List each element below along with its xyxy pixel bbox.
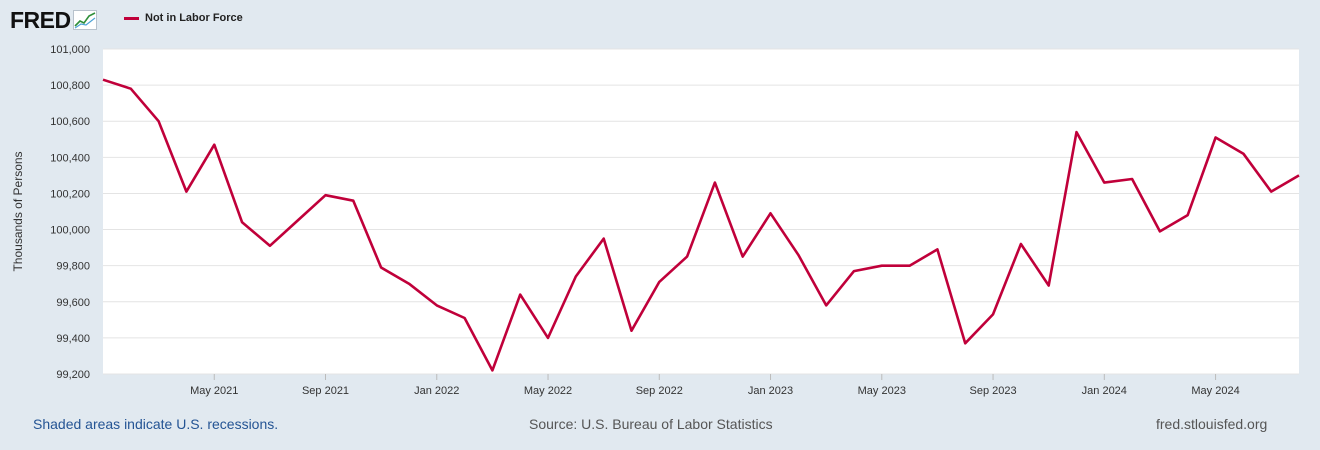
data-point[interactable]	[1129, 176, 1135, 182]
data-point[interactable]	[156, 118, 162, 124]
data-point[interactable]	[1240, 151, 1246, 157]
data-point[interactable]	[795, 252, 801, 258]
data-point[interactable]	[907, 263, 913, 269]
x-tick-label: May 2022	[524, 385, 572, 397]
y-tick-label: 100,400	[50, 152, 90, 164]
data-point[interactable]	[545, 335, 551, 341]
y-axis-ticks: 99,200 99,400 99,600 99,800 100,000 100,200 10…	[50, 44, 90, 381]
data-point[interactable]	[684, 254, 690, 260]
chart-legend: Not in Labor Force	[124, 12, 243, 24]
data-point[interactable]	[128, 86, 134, 92]
y-tick-label: 100,800	[50, 80, 90, 92]
data-point[interactable]	[1101, 180, 1107, 186]
data-point[interactable]	[1185, 212, 1191, 218]
site-link[interactable]: fred.stlouisfed.org	[1156, 416, 1268, 432]
x-tick-label: Sep 2021	[302, 385, 349, 397]
x-tick-label: Sep 2022	[636, 385, 683, 397]
series-line	[102, 78, 1300, 372]
data-point[interactable]	[1074, 129, 1080, 135]
y-axis-label: Thousands of Persons	[11, 151, 25, 271]
data-point[interactable]	[295, 218, 301, 224]
fred-logo[interactable]: FRED	[10, 8, 97, 32]
x-tick-label: Jan 2023	[748, 385, 793, 397]
data-point[interactable]	[211, 142, 217, 148]
legend-label: Not in Labor Force	[145, 12, 243, 24]
recession-note: Shaded areas indicate U.S. recessions.	[33, 416, 279, 432]
data-point[interactable]	[183, 189, 189, 195]
data-point[interactable]	[406, 281, 412, 287]
y-tick-label: 99,800	[56, 261, 90, 273]
data-point[interactable]	[462, 315, 468, 321]
x-tick-label: May 2024	[1191, 385, 1239, 397]
series-group	[100, 77, 1302, 373]
data-point[interactable]	[851, 268, 857, 274]
data-point[interactable]	[1268, 189, 1274, 195]
data-point[interactable]	[740, 254, 746, 260]
data-point[interactable]	[712, 180, 718, 186]
x-tick-label: Jan 2024	[1082, 385, 1127, 397]
data-point[interactable]	[323, 192, 329, 198]
data-point[interactable]	[517, 292, 523, 298]
fred-logo-text: FRED	[10, 7, 71, 33]
plot-area	[103, 49, 1299, 374]
legend-swatch	[124, 16, 139, 20]
y-tick-label: 101,000	[50, 44, 90, 56]
y-tick-label: 99,200	[56, 369, 90, 381]
x-tick-label: May 2021	[190, 385, 238, 397]
data-point[interactable]	[239, 219, 245, 225]
y-tick-label: 100,000	[50, 225, 90, 237]
data-point[interactable]	[350, 198, 356, 204]
data-point[interactable]	[656, 279, 662, 285]
x-tick-label: May 2023	[858, 385, 906, 397]
data-point[interactable]	[601, 236, 607, 242]
data-point[interactable]	[962, 340, 968, 346]
chart-trend-icon	[72, 10, 97, 30]
data-point[interactable]	[1018, 241, 1024, 247]
data-point[interactable]	[823, 302, 829, 308]
data-point[interactable]	[434, 302, 440, 308]
data-point[interactable]	[879, 263, 885, 269]
x-tick-label: Sep 2023	[969, 385, 1016, 397]
data-point[interactable]	[1157, 228, 1163, 234]
data-point[interactable]	[489, 367, 495, 373]
gridlines	[103, 48, 1299, 375]
data-point[interactable]	[1296, 172, 1302, 178]
data-point[interactable]	[934, 246, 940, 252]
x-axis-ticks: May 2021 Sep 2021 Jan 2022 May 2022 Sep 2022…	[190, 374, 1240, 397]
data-point[interactable]	[629, 328, 635, 334]
y-tick-label: 100,200	[50, 188, 90, 200]
data-point[interactable]	[378, 265, 384, 271]
data-point[interactable]	[573, 274, 579, 280]
data-point[interactable]	[990, 311, 996, 317]
data-point[interactable]	[100, 77, 106, 83]
y-tick-label: 99,600	[56, 297, 90, 309]
y-tick-label: 100,600	[50, 116, 90, 128]
data-point[interactable]	[1213, 135, 1219, 141]
data-point[interactable]	[1046, 283, 1052, 289]
y-tick-label: 99,400	[56, 333, 90, 345]
data-point[interactable]	[768, 210, 774, 216]
source-note: Source: U.S. Bureau of Labor Statistics	[529, 416, 773, 432]
x-tick-label: Jan 2022	[414, 385, 459, 397]
data-point[interactable]	[267, 243, 273, 249]
